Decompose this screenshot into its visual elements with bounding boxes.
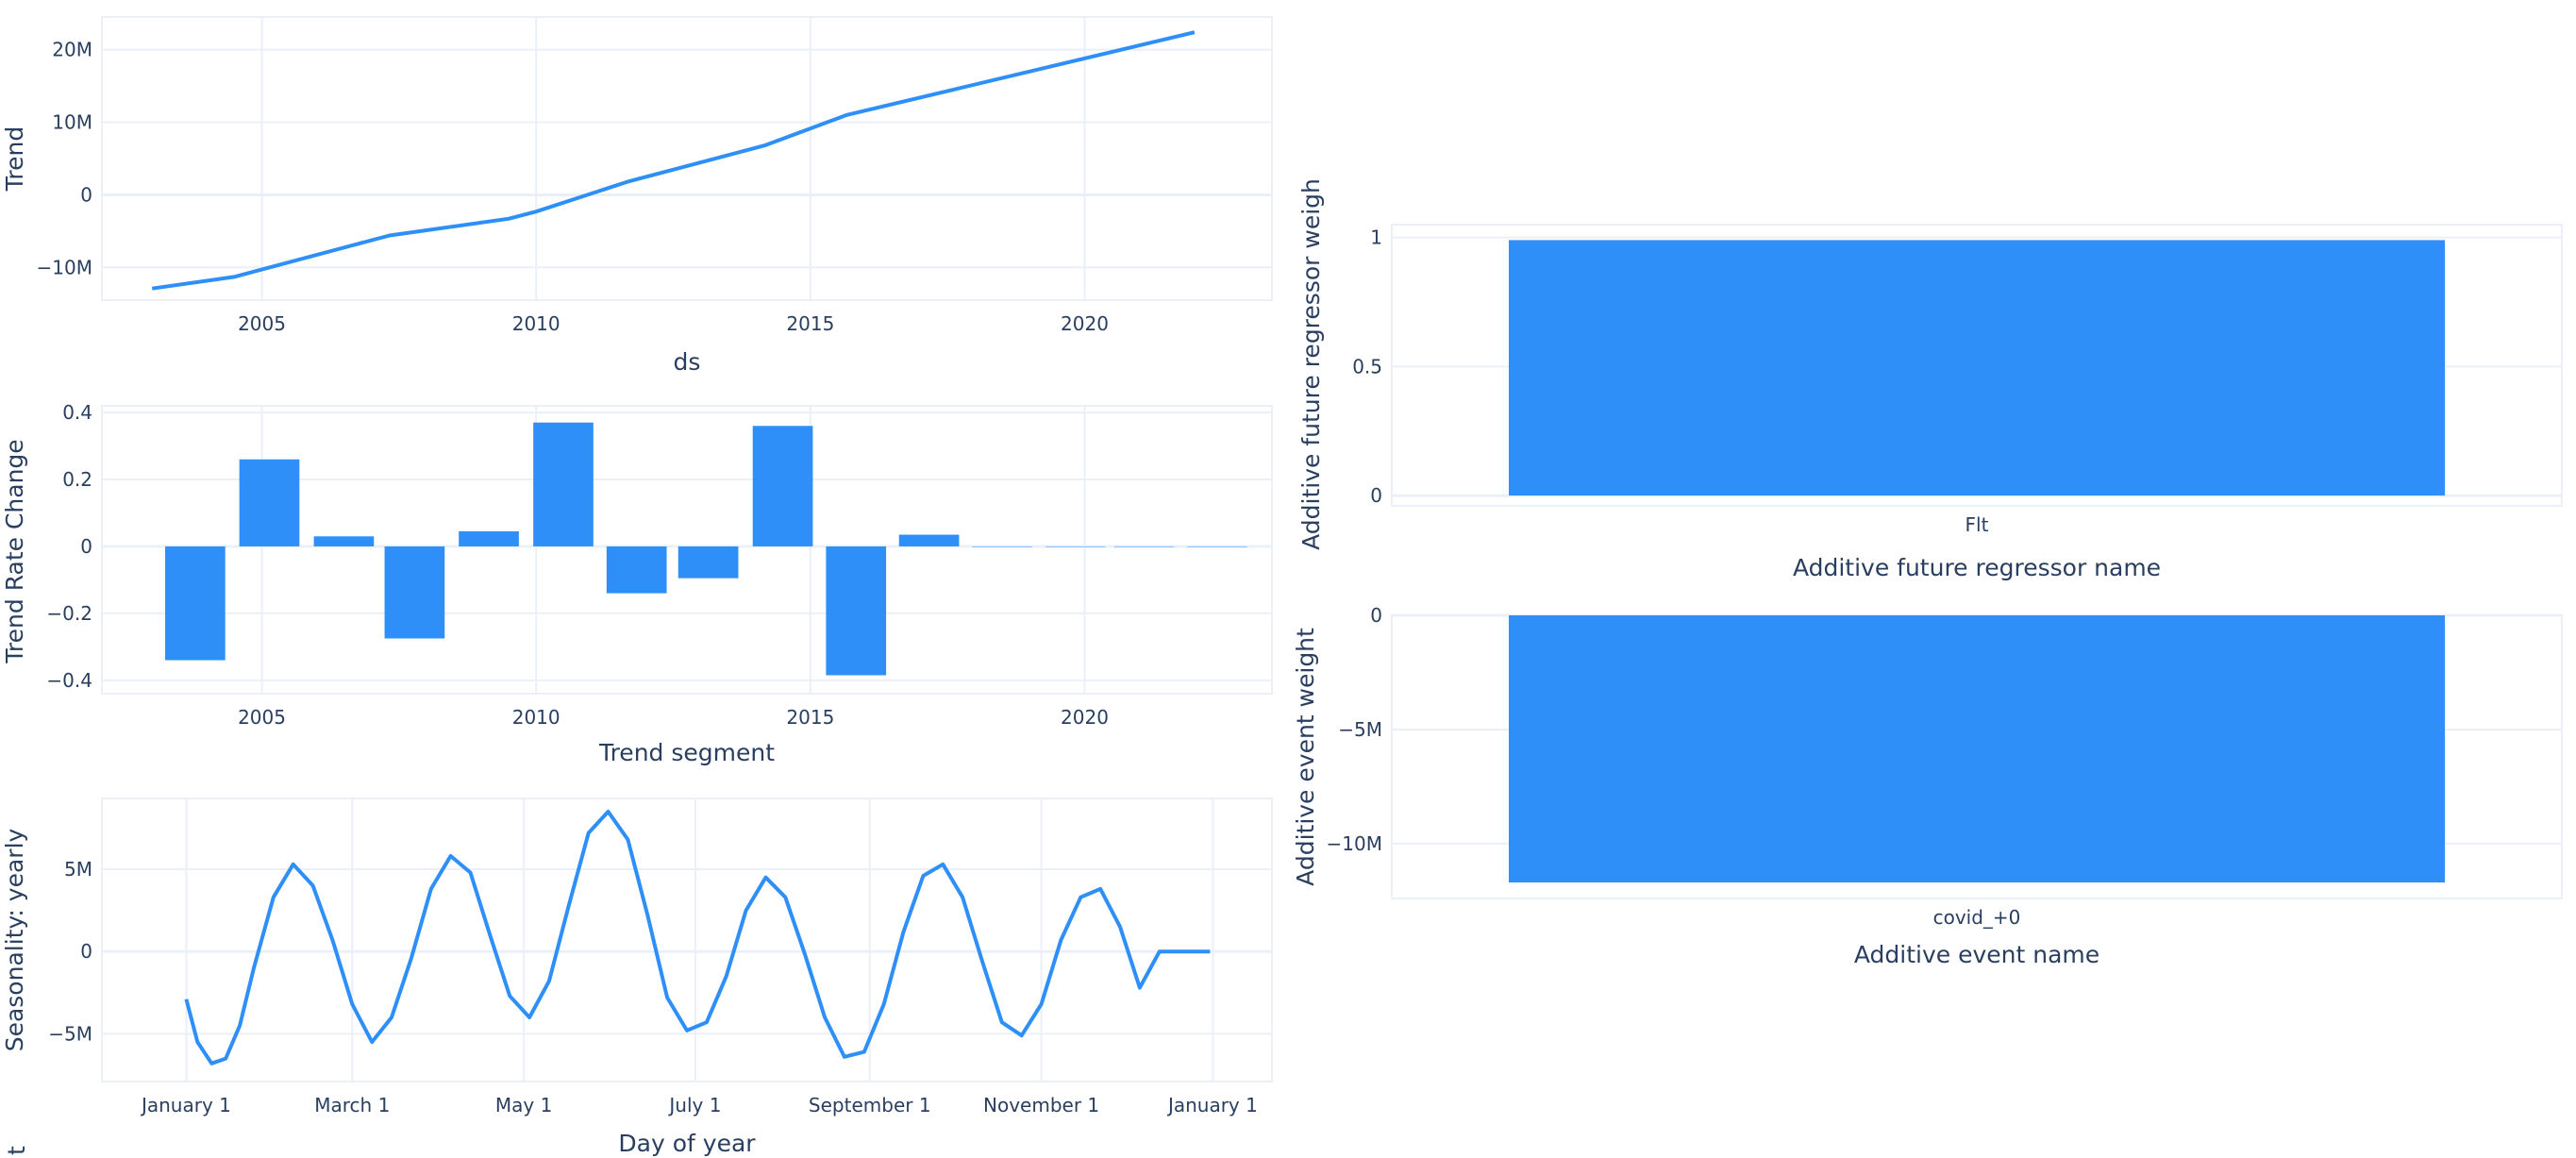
trend-x-tick-label: 2005 [238, 312, 286, 335]
trend-y-axis-title: Trend [1, 126, 28, 192]
yearly-seasonality-series-line [184, 810, 1211, 1066]
trend-rate-change-x-tick-label: 2005 [238, 706, 286, 729]
yearly-seasonality-panel: January 1 March 1 May 1 July 1 September 1 No… [1, 797, 1273, 1157]
trend-y-tick-label: 0 [80, 183, 92, 206]
event-category-label: covid_+0 [1933, 906, 2021, 929]
future-regressor-plot-area [1391, 224, 2563, 507]
event-y-axis-title: Additive event weight [1292, 628, 1319, 886]
trend-grid [102, 17, 1272, 300]
yearly-seasonality-x-tick-label: March 1 [314, 1094, 390, 1116]
trend-rate-change-bar [752, 426, 813, 546]
trend-series-line [151, 30, 1196, 291]
event-marks [1509, 615, 2445, 883]
future-regressor-y-ticks: 10.50 [1352, 227, 1382, 507]
yearly-seasonality-x-tick-label: January 1 [140, 1094, 231, 1116]
trend-rate-change-y-ticks: 0.4 0.2 0 −0.2 −0.4 [46, 401, 92, 692]
future-regressor-panel: Flt 10.50 Additive future regressor name… [1297, 178, 2563, 581]
future-regressor-x-ticks: Flt [1965, 513, 1989, 536]
trend-rate-change-bar [1187, 545, 1247, 547]
event-panel: covid_+0 0 −5M −10M Additive event name Ad… [1292, 604, 2563, 968]
yearly-seasonality-y-tick-label: 5M [64, 858, 92, 881]
trend-rate-change-bar [533, 422, 594, 546]
yearly-seasonality-x-tick-label: July 1 [667, 1094, 721, 1116]
trend-rate-change-y-tick-label: 0.2 [62, 468, 92, 491]
trend-rate-change-plot-area [101, 405, 1273, 695]
trend-plot-area [101, 16, 1273, 301]
trend-rate-change-x-tick-label: 2020 [1061, 706, 1109, 729]
trend-rate-change-panel: 2005 2010 2015 2020 0.4 0.2 0 −0.2 −0.4 Trend s… [1, 401, 1273, 766]
trend-rate-change-y-tick-label: −0.2 [46, 602, 92, 625]
trend-rate-change-y-tick-label: −0.4 [46, 669, 92, 692]
trend-y-tick-label: −10M [37, 256, 92, 278]
future-regressor-y-axis-title: Additive future regressor weigh [1297, 178, 1325, 550]
trend-x-tick-label: 2020 [1061, 312, 1109, 335]
future-regressor-bar [1509, 240, 2445, 496]
trend-y-tick-label: 20M [52, 39, 92, 61]
trend-x-tick-label: 2010 [512, 312, 560, 335]
trend-rate-change-bar [239, 459, 300, 546]
event-y-tick-label: −5M [1338, 718, 1382, 741]
trend-panel: 2005 2010 2015 2020 20M 10M 0 −10M ds Trend [1, 16, 1273, 376]
event-y-tick-label: −10M [1327, 832, 1382, 855]
trend-rate-change-x-axis-title: Trend segment [598, 739, 775, 766]
event-bar [1509, 615, 2445, 883]
trend-rate-change-bar [313, 536, 375, 546]
future-regressor-marks [1509, 240, 2445, 496]
trend-rate-change-grid [102, 406, 1272, 694]
future-regressor-y-tick-label: 1 [1370, 227, 1382, 249]
trend-rate-change-bar [677, 545, 739, 579]
trend-rate-change-y-tick-label: 0.4 [62, 401, 92, 424]
trend-rate-change-x-ticks: 2005 2010 2015 2020 [238, 706, 1109, 729]
event-y-ticks: 0 −5M −10M [1327, 604, 1382, 855]
event-x-ticks: covid_+0 [1933, 906, 2021, 929]
trend-rate-change-bar [384, 545, 445, 639]
yearly-seasonality-y-tick-label: −5M [48, 1022, 92, 1045]
trend-rate-change-bar [898, 534, 960, 546]
yearly-seasonality-x-ticks: January 1 March 1 May 1 July 1 September 1 No… [140, 1094, 1258, 1116]
yearly-seasonality-x-tick-label: September 1 [809, 1094, 931, 1116]
trend-y-tick-label: 10M [52, 111, 92, 134]
future-regressor-category-label: Flt [1965, 513, 1989, 536]
yearly-seasonality-plot-area [101, 797, 1273, 1082]
trend-rate-change-marks [165, 422, 1247, 676]
trend-rate-change-x-tick-label: 2010 [512, 706, 560, 729]
future-regressor-y-tick-label: 0 [1370, 484, 1382, 507]
trend-rate-change-x-tick-label: 2015 [786, 706, 834, 729]
clipped-axis-label-fragment: t [3, 1146, 30, 1155]
trend-rate-change-bar [606, 545, 667, 594]
yearly-seasonality-grid [102, 798, 1272, 1082]
future-regressor-y-tick-label: 0.5 [1352, 355, 1382, 378]
yearly-seasonality-y-ticks: 5M 0 −5M [48, 858, 92, 1045]
trend-x-tick-label: 2015 [786, 312, 834, 335]
yearly-seasonality-x-axis-title: Day of year [618, 1130, 756, 1157]
yearly-seasonality-x-tick-label: January 1 [1166, 1094, 1258, 1116]
trend-marks [151, 30, 1196, 291]
trend-x-axis-title: ds [674, 348, 701, 376]
yearly-seasonality-x-tick-label: May 1 [495, 1094, 552, 1116]
trend-rate-change-bar [165, 545, 226, 661]
trend-rate-change-bar [972, 545, 1032, 547]
event-y-tick-label: 0 [1370, 604, 1382, 627]
yearly-seasonality-y-tick-label: 0 [80, 940, 92, 963]
yearly-seasonality-y-axis-title: Seasonality: yearly [1, 828, 28, 1051]
yearly-seasonality-x-tick-label: November 1 [983, 1094, 1099, 1116]
trend-rate-change-bar [1113, 545, 1175, 547]
trend-rate-change-y-tick-label: 0 [80, 535, 92, 558]
yearly-seasonality-marks [184, 810, 1211, 1066]
trend-rate-change-bar [826, 545, 887, 676]
future-regressor-x-axis-title: Additive future regressor name [1793, 554, 2161, 581]
trend-x-ticks: 2005 2010 2015 2020 [238, 312, 1109, 335]
trend-y-ticks: 20M 10M 0 −10M [37, 39, 92, 279]
event-x-axis-title: Additive event name [1854, 941, 2099, 968]
trend-rate-change-bar [459, 530, 519, 546]
trend-rate-change-y-axis-title: Trend Rate Change [1, 439, 28, 663]
trend-rate-change-bar [1045, 545, 1106, 547]
